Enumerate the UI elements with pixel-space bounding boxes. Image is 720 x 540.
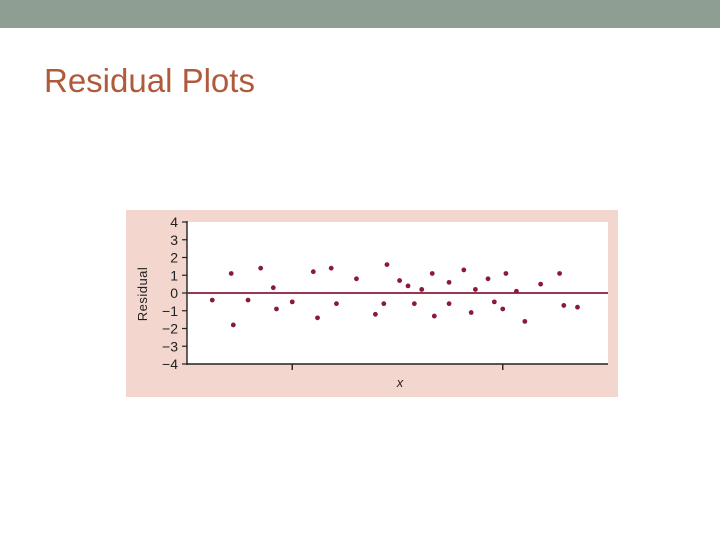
- y-tick-labels: 4 3 21 0 −1 −2−3 −4: [162, 214, 178, 372]
- residual-point: [289, 299, 295, 305]
- residual-point: [334, 301, 339, 307]
- residual-point: [384, 262, 390, 267]
- residual-point: [500, 306, 506, 312]
- residual-point: [354, 276, 359, 282]
- residual-point: [411, 301, 417, 307]
- residual-point: [491, 299, 497, 305]
- residual-point: [397, 278, 403, 283]
- slide-top-bar: [0, 0, 720, 28]
- x-axis-label: x: [396, 375, 404, 390]
- residual-point: [315, 315, 320, 321]
- residual-point: [446, 301, 452, 307]
- residual-plot-chart: 4 3 21 0 −1 −2−3 −4 Residual x: [135, 214, 608, 390]
- residual-point: [245, 297, 251, 303]
- slide-title: Residual Plots: [44, 62, 255, 99]
- residual-point: [258, 265, 264, 271]
- residual-point: [310, 269, 316, 275]
- residual-point: [575, 304, 580, 310]
- residual-point: [419, 287, 425, 292]
- y-tick-label: −3: [162, 338, 178, 354]
- y-tick-label: 1: [170, 267, 178, 283]
- y-tick-label: −1: [162, 303, 178, 319]
- residual-point: [468, 310, 474, 315]
- y-tick-label: −4: [162, 356, 178, 372]
- residual-point: [503, 271, 509, 276]
- residual-point: [514, 288, 519, 294]
- y-tick-marks: [182, 221, 187, 365]
- residual-point: [561, 303, 567, 308]
- x-tick-marks: [291, 364, 504, 370]
- residual-point: [270, 285, 276, 291]
- y-axis-label: Residual: [135, 267, 150, 322]
- residual-point: [230, 322, 236, 328]
- residual-point: [274, 306, 279, 312]
- residual-point: [538, 281, 544, 287]
- residual-point: [372, 311, 378, 317]
- residual-point: [328, 265, 334, 271]
- residual-point: [209, 297, 215, 303]
- y-tick-label: −2: [162, 321, 178, 337]
- residual-point: [429, 271, 435, 276]
- residual-point: [522, 319, 528, 324]
- residual-points: [209, 262, 580, 328]
- residual-plot-panel: 4 3 2 1 0 −1 −2 −3 −4 Residual x: [126, 210, 618, 397]
- residual-point: [472, 287, 478, 292]
- residual-point: [485, 276, 491, 282]
- residual-point: [557, 271, 562, 276]
- residual-point: [431, 313, 437, 319]
- residual-point: [381, 301, 387, 307]
- y-tick-label: 3: [170, 232, 178, 248]
- y-tick-label: 0: [170, 285, 178, 301]
- residual-point: [405, 283, 411, 289]
- residual-point: [446, 279, 452, 285]
- y-tick-label: 2: [170, 250, 178, 266]
- y-tick-label: 4: [170, 214, 178, 230]
- residual-point: [228, 271, 234, 276]
- residual-point: [461, 267, 467, 273]
